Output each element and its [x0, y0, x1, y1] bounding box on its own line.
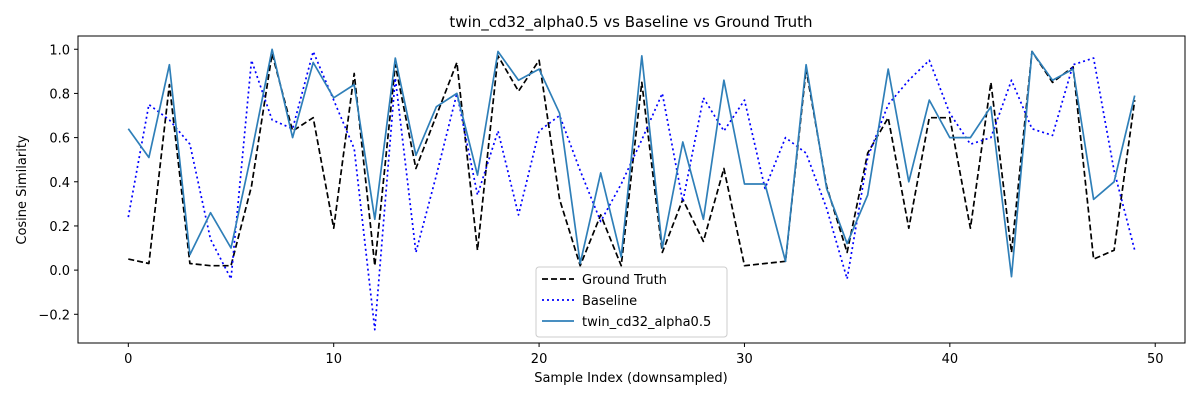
legend-label-2: twin_cd32_alpha0.5	[582, 315, 711, 330]
plot-lines	[127, 48, 1136, 331]
y-tick-label: 0.2	[49, 220, 70, 235]
legend: Ground Truth Baseline twin_cd32_alpha0.5	[535, 266, 728, 338]
x-tick-label: 0	[124, 352, 132, 367]
series-line-2	[127, 48, 1136, 278]
x-tick-label: 20	[531, 352, 548, 367]
y-tick-label: −0.2	[38, 308, 70, 323]
series-line-0	[128, 50, 1136, 267]
x-axis-label: Sample Index (downsampled)	[534, 371, 728, 386]
y-axis-ticks: −0.2 0.0 0.2 0.4 0.6 0.8 1.0	[38, 43, 78, 323]
x-tick-label: 40	[942, 352, 959, 367]
y-tick-label: 1.0	[49, 43, 70, 58]
legend-box	[535, 266, 728, 338]
legend-label-1: Baseline	[582, 294, 637, 309]
x-tick-label: 50	[1147, 352, 1164, 367]
plot-frame	[77, 35, 1186, 344]
x-tick-label: 10	[325, 352, 342, 367]
y-tick-label: 0.4	[49, 176, 70, 191]
x-axis-ticks: 0 10 20 30 40 50	[124, 343, 1163, 367]
x-tick-label: 30	[736, 352, 753, 367]
y-axis-label: Cosine Similarity	[15, 135, 30, 245]
y-tick-label: 0.0	[49, 264, 70, 279]
chart-title: twin_cd32_alpha0.5 vs Baseline vs Ground…	[449, 13, 812, 32]
y-tick-label: 0.8	[49, 87, 70, 102]
y-tick-label: 0.6	[49, 132, 70, 147]
legend-label-0: Ground Truth	[582, 273, 667, 288]
